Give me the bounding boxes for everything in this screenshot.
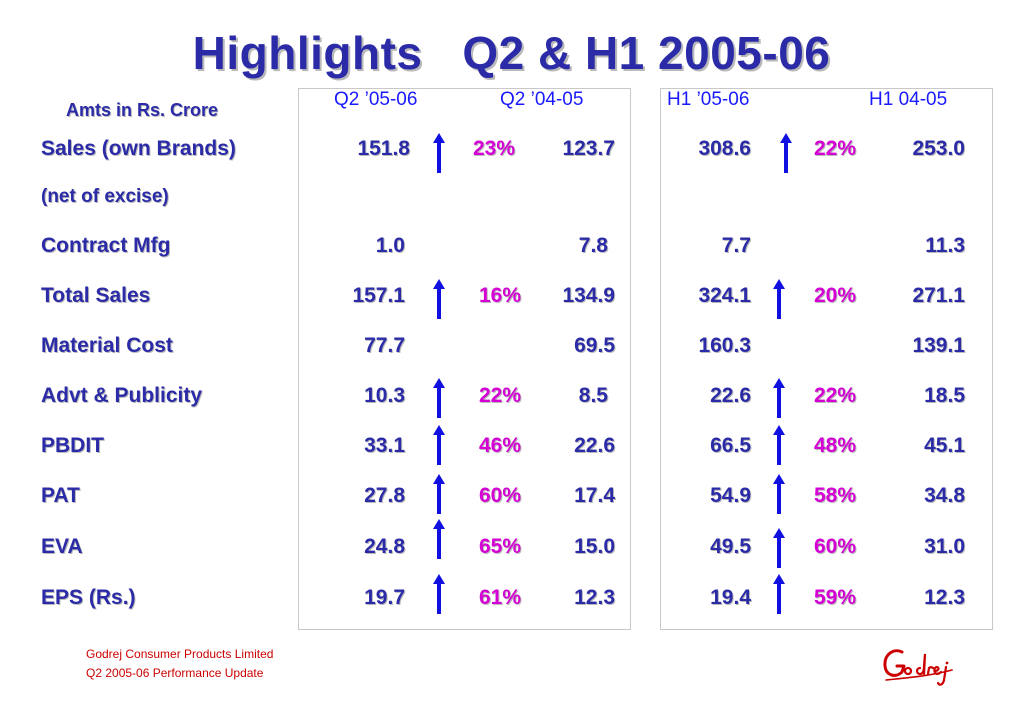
column-header-q2-current: Q2 ’05-06 <box>334 89 418 110</box>
q2-current-value: 157.1 <box>352 284 405 307</box>
row-label-pat: PAT <box>41 484 80 507</box>
page-title: Highlights Q2 & H1 2005-06 <box>192 27 831 79</box>
row-label-net-of-excise: (net of excise) <box>41 186 169 207</box>
arrow-up-icon <box>433 133 445 173</box>
q2-previous-value: 12.3 <box>574 586 615 609</box>
h1-panel <box>660 88 993 630</box>
h1-growth-value: 58% <box>813 484 856 507</box>
h1-growth-value: 22% <box>813 137 856 160</box>
q2-current-value: 33.1 <box>364 434 405 457</box>
h1-growth-value: 22% <box>813 384 856 407</box>
column-header-q2-previous: Q2 ’04-05 <box>500 89 584 110</box>
h1-growth-value: 59% <box>813 586 856 609</box>
arrow-up-icon <box>773 425 785 465</box>
q2-growth-value: 61% <box>478 586 521 609</box>
h1-previous-value: 271.1 <box>912 284 965 307</box>
q2-current-value: 1.0 <box>375 234 405 257</box>
h1-previous-value: 18.5 <box>924 384 965 407</box>
arrow-up-icon <box>433 378 445 418</box>
h1-previous-value: 139.1 <box>912 334 965 357</box>
row-label-material-cost: Material Cost <box>41 334 173 357</box>
row-label-eps: EPS (Rs.) <box>41 586 136 609</box>
q2-previous-value: 134.9 <box>562 284 615 307</box>
q2-growth-value: 22% <box>478 384 521 407</box>
h1-current-value: 66.5 <box>710 434 751 457</box>
arrow-up-icon <box>773 279 785 319</box>
q2-previous-value: 8.5 <box>578 384 608 407</box>
h1-growth-value: 60% <box>813 535 856 558</box>
units-label: Amts in Rs. Crore <box>66 100 219 120</box>
row-label-advt-publicity: Advt & Publicity <box>41 384 203 407</box>
q2-previous-value: 17.4 <box>574 484 615 507</box>
arrow-up-icon <box>773 528 785 568</box>
q2-growth-value: 65% <box>478 535 521 558</box>
h1-previous-value: 31.0 <box>924 535 965 558</box>
arrow-up-icon <box>433 519 445 559</box>
row-label-sales: Sales (own Brands) <box>41 137 236 160</box>
h1-previous-value: 253.0 <box>912 137 965 160</box>
q2-previous-value: 69.5 <box>574 334 615 357</box>
row-label-pbdit: PBDIT <box>41 434 104 457</box>
q2-previous-value: 15.0 <box>574 535 615 558</box>
arrow-up-icon <box>780 133 792 173</box>
h1-current-value: 19.4 <box>710 586 751 609</box>
arrow-up-icon <box>433 279 445 319</box>
arrow-up-icon <box>433 574 445 614</box>
q2-growth-value: 46% <box>478 434 521 457</box>
arrow-up-icon <box>433 425 445 465</box>
q2-growth-value: 60% <box>478 484 521 507</box>
row-label-total-sales: Total Sales <box>41 284 151 307</box>
h1-current-value: 324.1 <box>698 284 751 307</box>
h1-previous-value: 34.8 <box>924 484 965 507</box>
h1-current-value: 22.6 <box>710 384 751 407</box>
q2-previous-value: 7.8 <box>578 234 608 257</box>
q2-panel <box>298 88 631 630</box>
arrow-up-icon <box>773 574 785 614</box>
q2-current-value: 151.8 <box>357 137 410 160</box>
h1-current-value: 160.3 <box>698 334 751 357</box>
q2-current-value: 27.8 <box>364 484 405 507</box>
h1-current-value: 49.5 <box>710 535 751 558</box>
row-label-eva: EVA <box>41 535 83 558</box>
q2-previous-value: 22.6 <box>574 434 615 457</box>
q2-growth-value: 23% <box>472 137 515 160</box>
footer-subtitle: Q2 2005-06 Performance Update <box>86 666 264 680</box>
row-label-contract-mfg: Contract Mfg <box>41 234 171 257</box>
footer-company-name: Godrej Consumer Products Limited <box>86 647 274 661</box>
q2-current-value: 24.8 <box>364 535 405 558</box>
arrow-up-icon <box>433 474 445 514</box>
godrej-logo <box>883 649 953 686</box>
column-header-h1-previous: H1 04-05 <box>869 89 948 110</box>
h1-previous-value: 12.3 <box>924 586 965 609</box>
arrow-up-icon <box>773 378 785 418</box>
arrow-up-icon <box>773 474 785 514</box>
h1-current-value: 7.7 <box>721 234 751 257</box>
q2-previous-value: 123.7 <box>562 137 615 160</box>
q2-current-value: 19.7 <box>364 586 405 609</box>
h1-current-value: 308.6 <box>698 137 751 160</box>
column-header-h1-current: H1 ’05-06 <box>667 89 750 110</box>
q2-current-value: 77.7 <box>364 334 405 357</box>
h1-growth-value: 48% <box>813 434 856 457</box>
h1-current-value: 54.9 <box>710 484 751 507</box>
q2-growth-value: 16% <box>478 284 521 307</box>
h1-previous-value: 45.1 <box>924 434 965 457</box>
q2-current-value: 10.3 <box>364 384 405 407</box>
h1-previous-value: 11.3 <box>925 234 965 257</box>
h1-growth-value: 20% <box>813 284 856 307</box>
